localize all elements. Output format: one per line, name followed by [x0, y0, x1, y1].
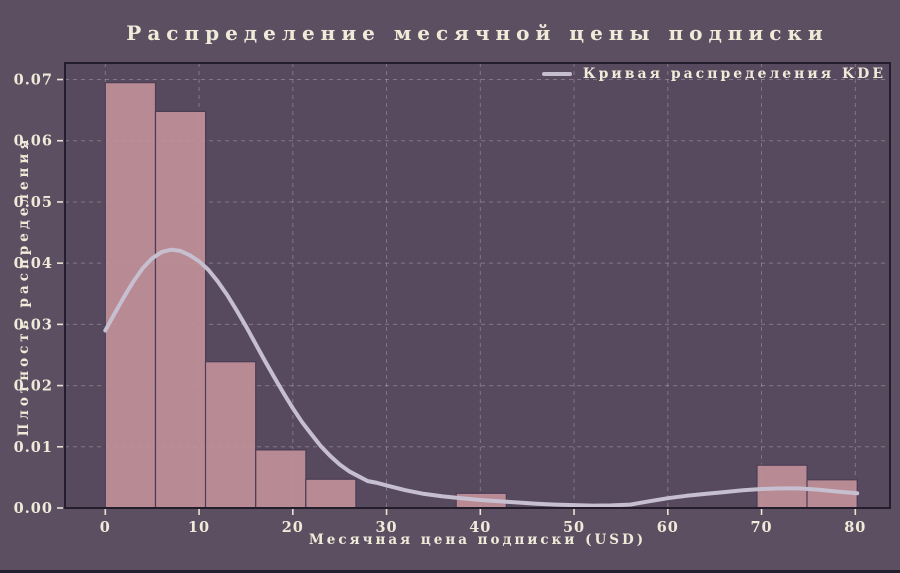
y-tick-label: 0.05 [14, 194, 53, 211]
legend-label: Кривая распределения KDE [582, 66, 886, 82]
x-tick-label: 10 [188, 519, 210, 536]
kde-curve [103, 247, 860, 508]
y-tick-label: 0.01 [14, 439, 53, 456]
x-tick-label: 80 [844, 519, 866, 536]
x-tick-label: 20 [282, 519, 304, 536]
axes-spines [64, 62, 891, 509]
y-tick-label: 0.06 [14, 133, 53, 150]
histogram-bar [104, 81, 157, 509]
histogram-bar [204, 361, 257, 509]
histogram-bar [154, 110, 207, 509]
bottom-edge-strip [0, 570, 900, 573]
y-tick-label: 0.02 [14, 378, 53, 395]
y-axis-label: Плотность распределения [16, 135, 32, 437]
x-tick-label: 0 [100, 519, 111, 536]
x-tick-label: 30 [375, 519, 397, 536]
y-tick-label: 0.07 [14, 72, 53, 89]
x-axis-label: Месячная цена подписки (USD) [308, 532, 647, 548]
histogram-bar [305, 478, 357, 509]
kde-line-swatch-icon [541, 72, 572, 76]
y-tick-label: 0.03 [14, 316, 53, 333]
x-tick-label: 70 [750, 519, 772, 536]
chart-title: Распределение месячной цены подписки [126, 21, 829, 45]
y-tick-label: 0.00 [14, 500, 53, 517]
legend: Кривая распределения KDE [541, 66, 886, 82]
y-tick-label: 0.04 [14, 255, 53, 272]
x-tick-label: 40 [469, 519, 491, 536]
x-tick-label: 60 [657, 519, 679, 536]
x-tick-label: 50 [563, 519, 585, 536]
histogram-bar [255, 449, 307, 509]
